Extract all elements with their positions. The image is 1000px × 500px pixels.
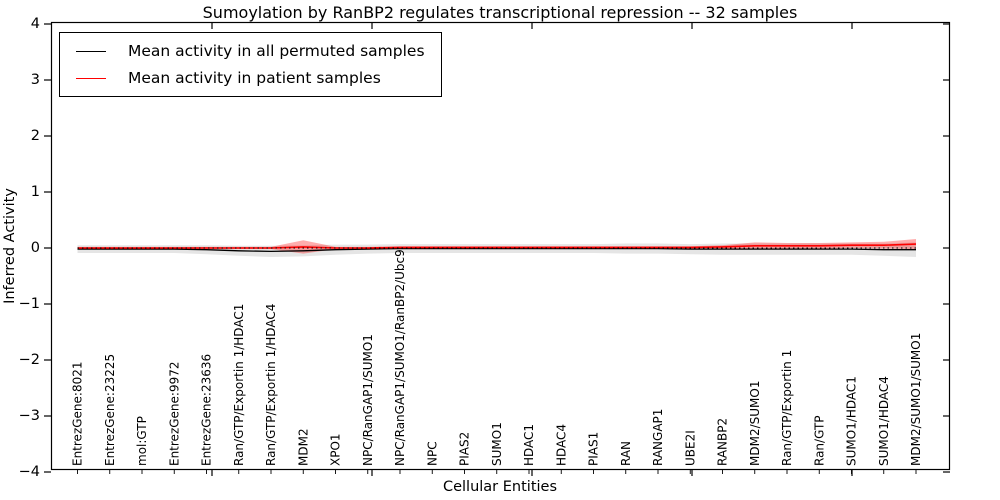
y-tick-label: 2 [31,128,40,144]
x-tick-label: RAN [619,441,633,466]
x-axis-label: Cellular Entities [442,479,558,495]
y-tick-label: −2 [19,352,40,368]
x-tick-label: UBE2I [683,430,697,466]
legend: Mean activity in all permuted samples Me… [59,32,442,97]
x-tick-label: Ran/GTP/Exportin 1 [780,350,794,466]
x-tick-label: Ran/GTP/Exportin 1/HDAC4 [264,304,278,466]
y-tick-label: 0 [31,240,40,256]
legend-label-patient: Mean activity in patient samples [128,69,381,87]
legend-item-patient: Mean activity in patient samples [76,69,425,87]
y-tick-label: −3 [19,408,40,424]
x-tick-label: MDM2/SUMO1 [748,381,762,466]
x-tick-label: Ran/GTP [812,415,826,466]
x-tick-label: HDAC1 [522,424,536,466]
x-tick-label: EntrezGene:23225 [103,354,117,466]
permuted-std-band [77,242,916,257]
x-tick-label: SUMO1/HDAC1 [845,376,859,466]
x-tick-label: NPC/RanGAP1/SUMO1/RanBP2/Ubc9 [393,249,407,466]
x-tick-label: HDAC4 [554,424,568,466]
x-tick-label: Ran/GTP/Exportin 1/HDAC1 [232,304,246,466]
x-tick-label: MDM2/SUMO1/SUMO1 [909,333,923,466]
patient-std-band [77,239,916,254]
permuted-mean-line [77,247,916,253]
x-tick-label: MDM2 [296,428,310,466]
x-tick-label: mol:GTP [135,416,149,466]
y-tick-label: 4 [31,16,40,32]
x-tick-label: XPO1 [329,433,343,466]
legend-label-permuted: Mean activity in all permuted samples [128,42,425,60]
x-tick-label: PIAS1 [587,432,601,466]
x-tick-label: RANGAP1 [651,409,665,466]
y-tick-label: 3 [31,72,40,88]
x-tick-label: SUMO1 [490,422,504,466]
axes-frame [50,21,951,471]
x-tick-label: NPC [425,441,439,466]
x-tick-label: NPC/RanGAP1/SUMO1 [361,334,375,466]
x-tick-label: EntrezGene:23636 [200,354,214,466]
patient-line-swatch [76,77,106,79]
x-tick-label: SUMO1/HDAC4 [877,376,891,466]
x-tick-label: PIAS2 [458,432,472,466]
x-tick-label: EntrezGene:8021 [71,362,85,467]
permuted-line-swatch [76,50,106,52]
legend-item-permuted: Mean activity in all permuted samples [76,42,425,60]
x-tick-label: EntrezGene:9972 [167,362,181,467]
x-tick-label: RANBP2 [716,418,730,466]
y-tick-label: −1 [19,296,40,312]
y-tick-label: −4 [19,464,40,480]
chart-title: Sumoylation by RanBP2 regulates transcri… [202,3,798,22]
y-tick-label: 1 [31,184,40,200]
